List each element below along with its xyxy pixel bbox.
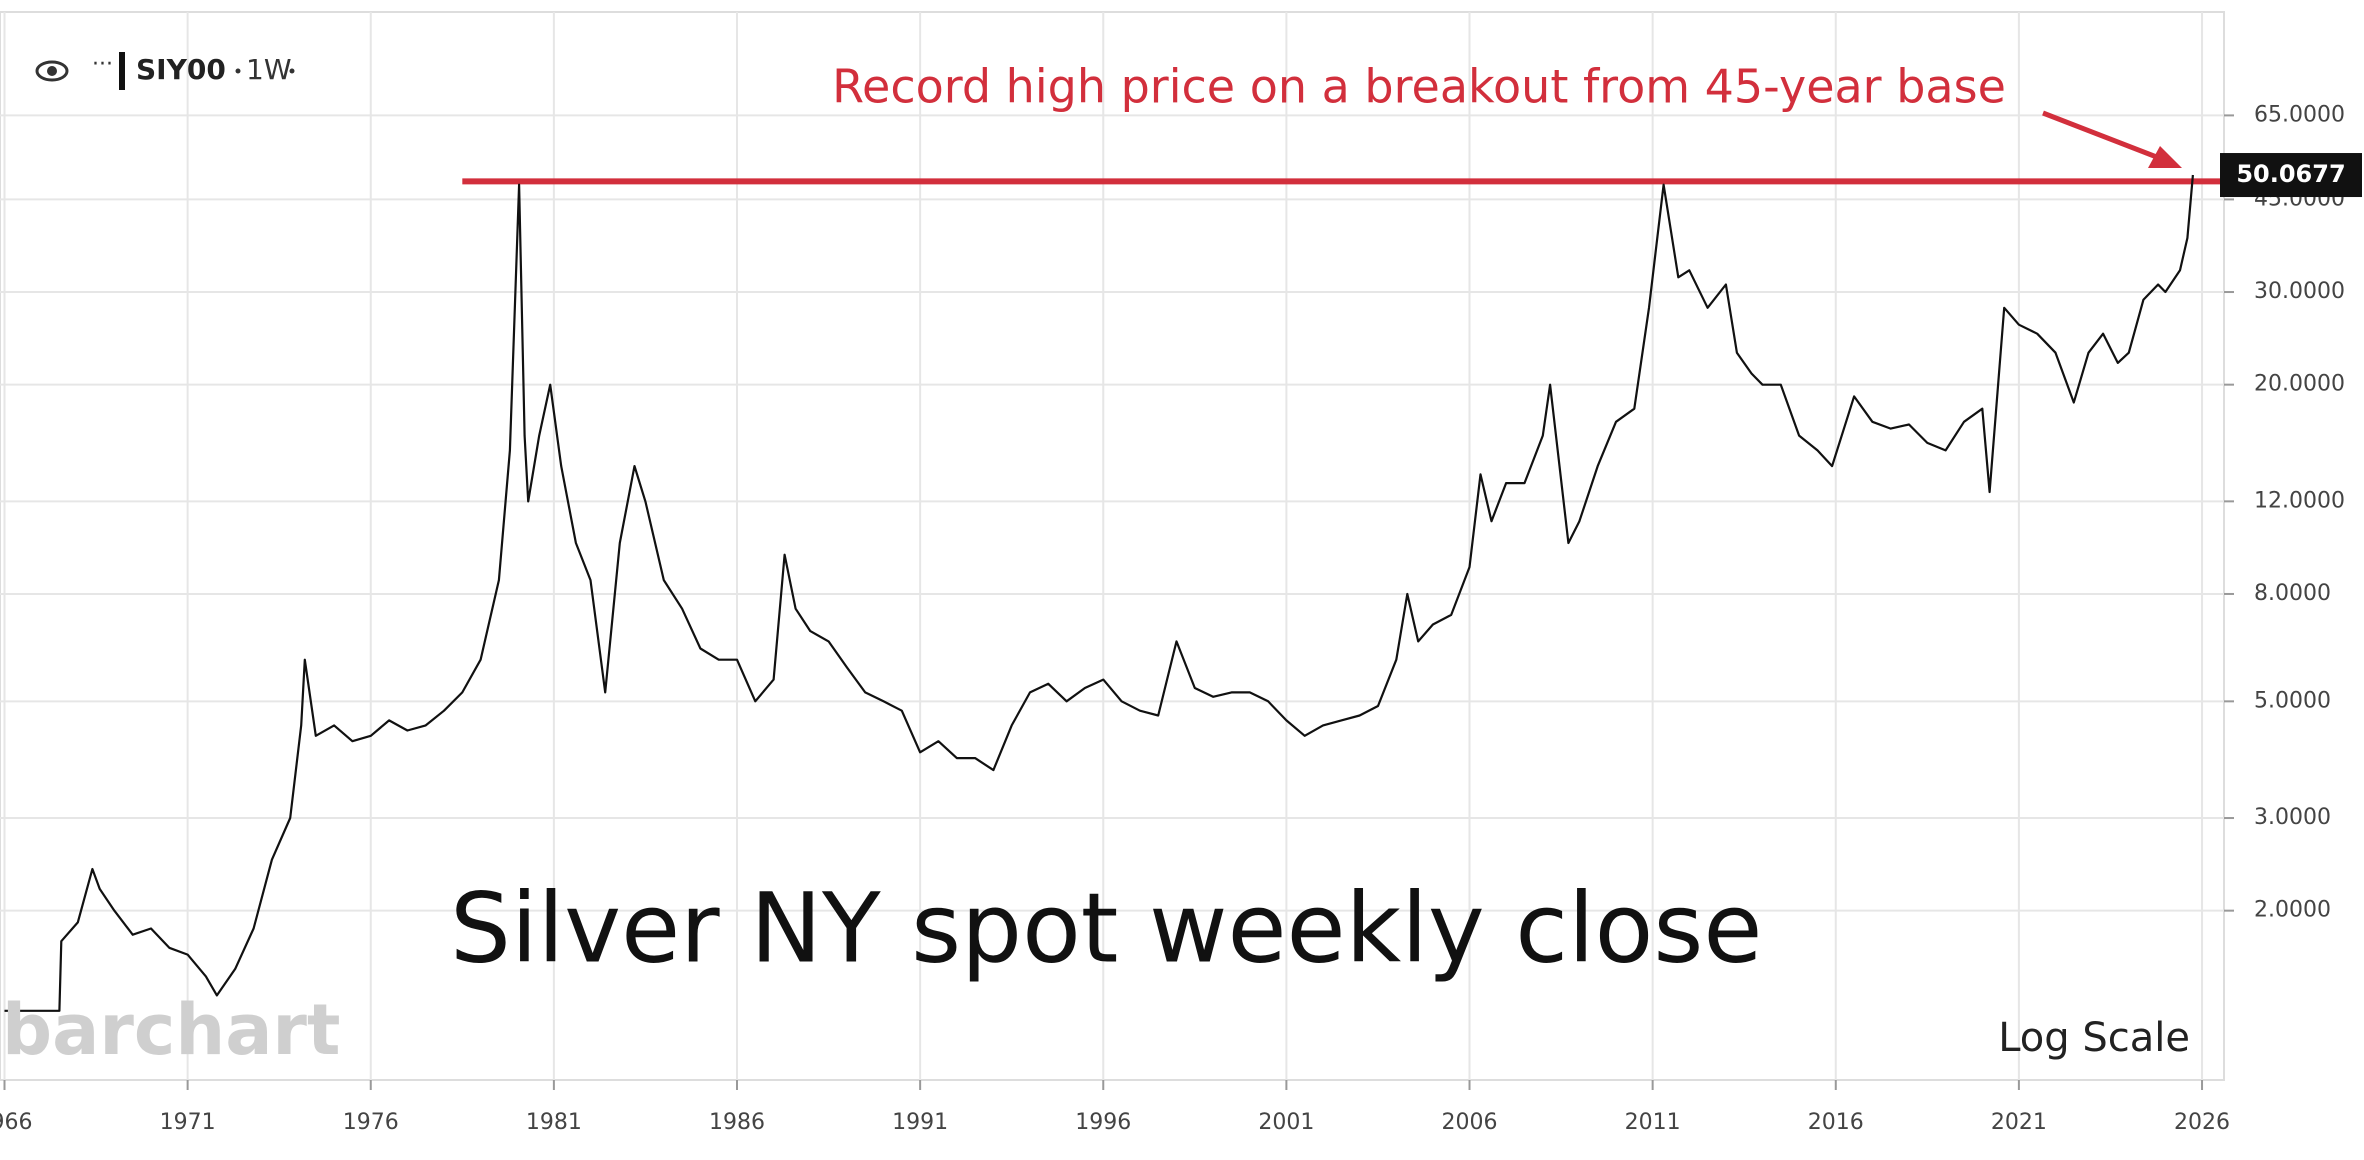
y-tick-label: 20.0000 xyxy=(2254,372,2345,397)
x-tick-label: 2021 xyxy=(1991,1110,2047,1135)
x-tick-label: 2001 xyxy=(1258,1110,1314,1135)
price-line xyxy=(4,174,2194,1012)
annotation-arrow xyxy=(2042,110,2173,166)
y-tick-label: 3.0000 xyxy=(2254,805,2331,830)
eye-icon xyxy=(35,60,69,82)
x-tick-label: 2026 xyxy=(2174,1110,2230,1135)
annotation: Record high price on a breakout from 45-… xyxy=(832,60,2006,114)
x-tick-label: 1991 xyxy=(892,1110,948,1135)
y-tick-label: 8.0000 xyxy=(2254,581,2331,606)
y-tick-label: 2.0000 xyxy=(2254,898,2331,923)
y-tick-label: 12.0000 xyxy=(2254,488,2345,513)
x-tick-label: 1996 xyxy=(1075,1110,1131,1135)
y-tick-label: 65.0000 xyxy=(2254,102,2345,127)
x-tick-label: 1971 xyxy=(160,1110,216,1135)
x-tick-label: 2006 xyxy=(1442,1110,1498,1135)
sep-dot xyxy=(289,68,295,74)
x-tick-label: 2011 xyxy=(1625,1110,1681,1135)
plot-frame xyxy=(0,11,2225,1081)
brand-logo: barchart xyxy=(2,989,340,1071)
y-tick-label: 5.0000 xyxy=(2254,688,2331,713)
symbol: SIY00 xyxy=(136,53,226,86)
x-tick-label: 1986 xyxy=(709,1110,765,1135)
menu-dots: ··· xyxy=(92,52,113,77)
last-price-box xyxy=(2220,153,2362,198)
last-price-label: 50.0677 xyxy=(2236,160,2345,188)
arrow-head xyxy=(2148,146,2182,168)
interval: 1W xyxy=(246,53,292,86)
symbol-bar xyxy=(119,52,125,90)
x-tick-label: 2016 xyxy=(1808,1110,1864,1135)
sep-dot xyxy=(235,68,241,74)
scale-label: Log Scale xyxy=(1998,1015,2190,1061)
x-tick-label: 1976 xyxy=(343,1110,399,1135)
x-tick-label: 1966 xyxy=(0,1110,33,1135)
eye-pupil xyxy=(47,66,57,76)
caption: Silver NY spot weekly close xyxy=(450,872,1762,984)
x-tick-label: 1981 xyxy=(526,1110,582,1135)
y-tick-label: 30.0000 xyxy=(2254,279,2345,304)
